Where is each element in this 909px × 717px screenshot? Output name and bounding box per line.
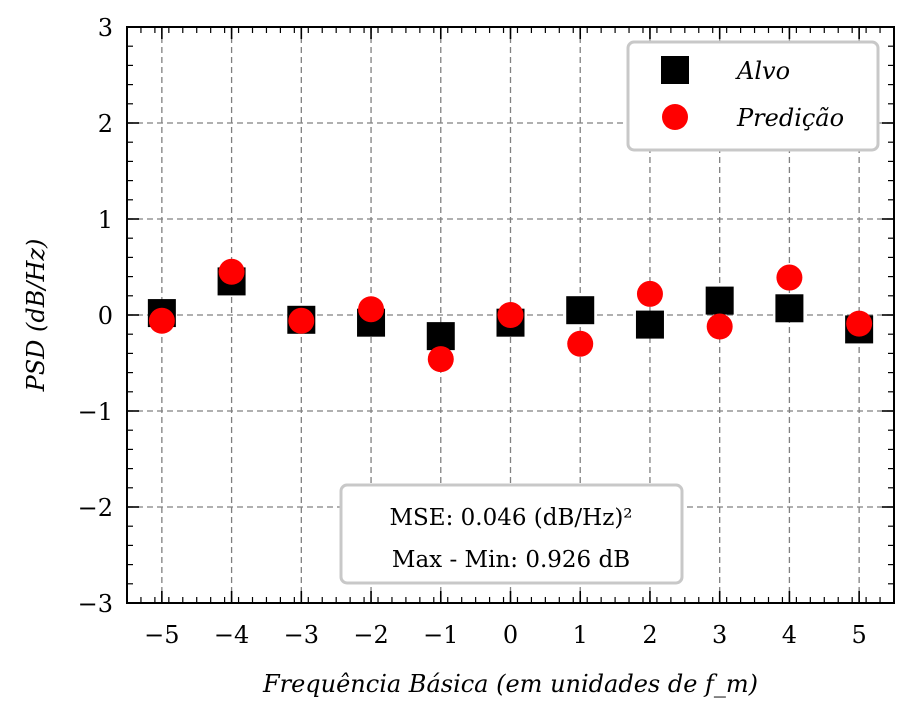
x-tick-label: 1: [573, 621, 588, 649]
y-tick-label: 3: [98, 14, 113, 42]
annotation-maxmin: Max - Min: 0.926 dB: [392, 547, 630, 573]
alvo-point: [566, 296, 595, 325]
annotation-mse: MSE: 0.046 (dB/Hz)²: [389, 505, 632, 531]
alvo-point: [635, 310, 664, 339]
predicao-point: [427, 346, 454, 373]
x-tick-label: 3: [712, 621, 727, 649]
predicao-point: [706, 313, 733, 340]
x-axis-label: Frequência Básica (em unidades de f_m): [262, 670, 758, 698]
data-markers: [147, 258, 874, 373]
y-tick-label: −3: [78, 590, 113, 618]
y-tick-label: 0: [98, 302, 113, 330]
y-tick-label: 2: [98, 110, 113, 138]
legend-marker-alvo: [661, 56, 689, 84]
plot-frame: [126, 26, 895, 604]
x-tick-label: −4: [214, 621, 249, 649]
y-tick-label: 1: [98, 206, 113, 234]
x-tick-label: 0: [503, 621, 518, 649]
predicao-point: [636, 280, 663, 307]
y-tick-label: −2: [78, 494, 113, 522]
legend-marker-predicao: [662, 104, 688, 130]
x-tick-label: 2: [642, 621, 657, 649]
legend-label-alvo: Alvo: [735, 57, 790, 85]
x-tick-label: −1: [423, 621, 458, 649]
predicao-point: [218, 258, 245, 285]
alvo-point: [426, 322, 455, 351]
predicao-point: [148, 307, 175, 334]
metrics-annotation: MSE: 0.046 (dB/Hz)² Max - Min: 0.926 dB: [339, 483, 684, 585]
annotation-box: [339, 483, 684, 585]
predicao-point: [497, 302, 524, 328]
alvo-point: [775, 294, 804, 323]
x-tick-label: 5: [851, 621, 866, 649]
legend-label-predicao: Predição: [736, 104, 844, 132]
legend: Alvo Predição: [626, 40, 880, 152]
x-tick-label: −5: [144, 621, 179, 649]
x-tick-label: −3: [284, 621, 319, 649]
x-tick-label: 4: [782, 621, 797, 649]
y-tick-label: −1: [78, 398, 113, 426]
predicao-point: [776, 264, 803, 291]
tick-labels: −5 −4 −3 −2 −1 0 1 2 3 4 5 −3 −2 −1 0 1 2 3: [78, 14, 867, 649]
y-axis-label: PSD (dB/Hz): [22, 239, 50, 393]
predicao-point: [567, 330, 594, 357]
alvo-point: [705, 286, 734, 315]
predicao-point: [358, 296, 385, 323]
x-tick-label: −2: [353, 621, 388, 649]
predicao-point: [288, 307, 315, 334]
legend-box: [626, 40, 880, 152]
predicao-point: [846, 310, 873, 337]
